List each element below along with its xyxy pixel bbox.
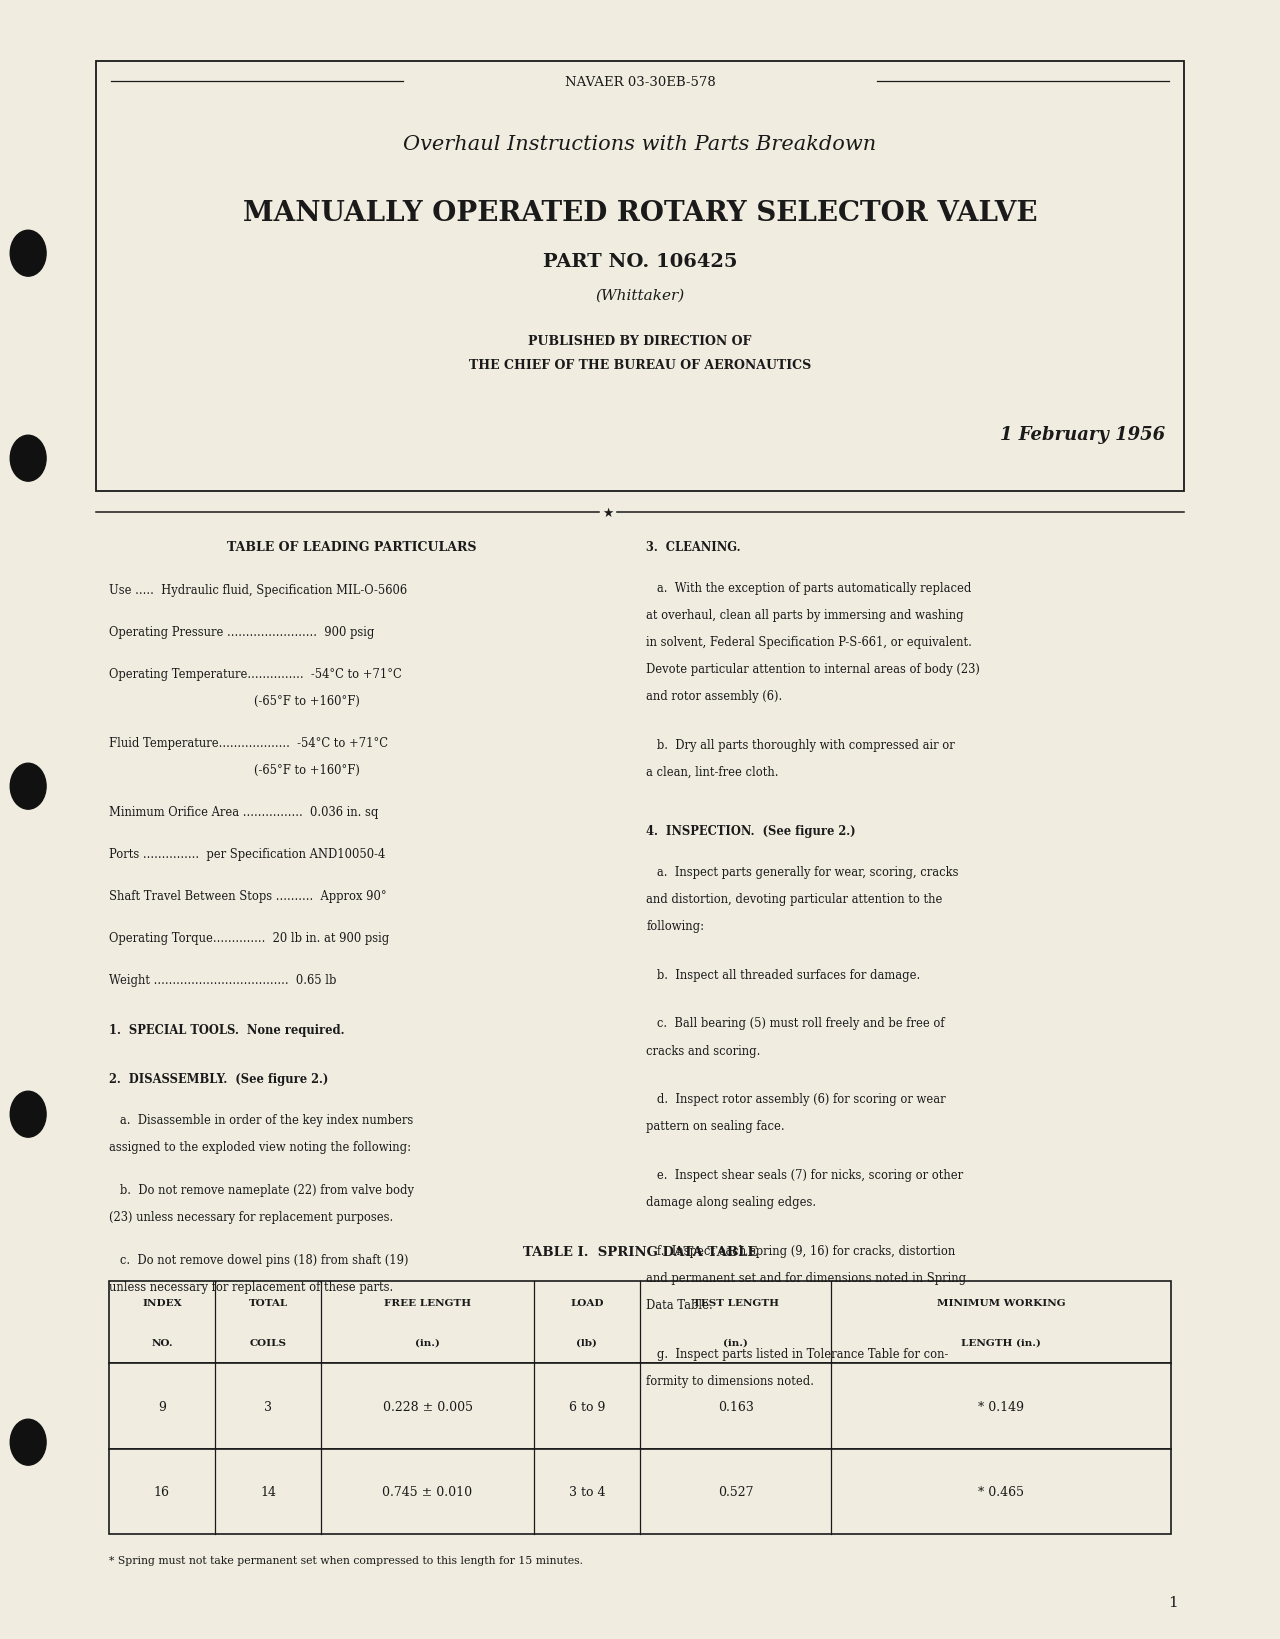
Text: 9: 9 xyxy=(157,1400,166,1413)
Text: 0.163: 0.163 xyxy=(718,1400,754,1413)
Text: 14: 14 xyxy=(260,1485,276,1498)
Text: * 0.149: * 0.149 xyxy=(978,1400,1024,1413)
Text: 1 February 1956: 1 February 1956 xyxy=(1000,426,1165,443)
Text: and permanent set and for dimensions noted in Spring: and permanent set and for dimensions not… xyxy=(646,1270,966,1283)
Text: (in.): (in.) xyxy=(723,1337,748,1347)
Text: following:: following: xyxy=(646,919,704,933)
Text: (lb): (lb) xyxy=(576,1337,598,1347)
Text: 6 to 9: 6 to 9 xyxy=(568,1400,605,1413)
Text: LENGTH (in.): LENGTH (in.) xyxy=(961,1337,1041,1347)
Bar xyxy=(109,1449,1171,1534)
Text: 0.527: 0.527 xyxy=(718,1485,754,1498)
Text: Use .....  Hydraulic fluid, Specification MIL-O-5606: Use ..... Hydraulic fluid, Specification… xyxy=(109,583,407,597)
Text: unless necessary for replacement of these parts.: unless necessary for replacement of thes… xyxy=(109,1280,393,1293)
Text: PUBLISHED BY DIRECTION OF: PUBLISHED BY DIRECTION OF xyxy=(529,334,751,347)
Text: Operating Pressure ........................  900 psig: Operating Pressure .....................… xyxy=(109,626,374,639)
Text: b.  Inspect all threaded surfaces for damage.: b. Inspect all threaded surfaces for dam… xyxy=(646,969,920,982)
Text: Minimum Orifice Area ................  0.036 in. sq: Minimum Orifice Area ................ 0.… xyxy=(109,806,378,820)
Circle shape xyxy=(10,231,46,277)
Text: (-65°F to +160°F): (-65°F to +160°F) xyxy=(109,764,360,777)
Bar xyxy=(109,1282,1171,1364)
Text: (Whittaker): (Whittaker) xyxy=(595,288,685,302)
Text: e.  Inspect shear seals (7) for nicks, scoring or other: e. Inspect shear seals (7) for nicks, sc… xyxy=(646,1169,964,1182)
Text: damage along sealing edges.: damage along sealing edges. xyxy=(646,1195,817,1208)
Text: MINIMUM WORKING: MINIMUM WORKING xyxy=(937,1298,1065,1308)
Text: f.  Inspect each spring (9, 16) for cracks, distortion: f. Inspect each spring (9, 16) for crack… xyxy=(646,1244,956,1257)
Text: ★: ★ xyxy=(603,506,613,520)
Text: Fluid Temperature...................  -54°C to +71°C: Fluid Temperature................... -54… xyxy=(109,738,388,751)
Text: TABLE OF LEADING PARTICULARS: TABLE OF LEADING PARTICULARS xyxy=(228,541,476,554)
Text: 1: 1 xyxy=(1167,1595,1178,1609)
Text: (in.): (in.) xyxy=(415,1337,440,1347)
Text: b.  Dry all parts thoroughly with compressed air or: b. Dry all parts thoroughly with compres… xyxy=(646,738,955,751)
Text: TEST LENGTH: TEST LENGTH xyxy=(692,1298,778,1308)
Text: Weight ....................................  0.65 lb: Weight .................................… xyxy=(109,974,337,987)
Text: 0.228 ± 0.005: 0.228 ± 0.005 xyxy=(383,1400,472,1413)
Text: at overhaul, clean all parts by immersing and washing: at overhaul, clean all parts by immersin… xyxy=(646,608,964,621)
Text: Operating Torque..............  20 lb in. at 900 psig: Operating Torque.............. 20 lb in.… xyxy=(109,931,389,944)
Text: Overhaul Instructions with Parts Breakdown: Overhaul Instructions with Parts Breakdo… xyxy=(403,134,877,154)
Text: Operating Temperature...............  -54°C to +71°C: Operating Temperature............... -54… xyxy=(109,669,402,680)
Text: PART NO. 106425: PART NO. 106425 xyxy=(543,254,737,270)
Circle shape xyxy=(10,764,46,810)
Text: in solvent, Federal Specification P-S-661, or equivalent.: in solvent, Federal Specification P-S-66… xyxy=(646,636,973,649)
Text: COILS: COILS xyxy=(250,1337,287,1347)
Text: FREE LENGTH: FREE LENGTH xyxy=(384,1298,471,1308)
Text: g.  Inspect parts listed in Tolerance Table for con-: g. Inspect parts listed in Tolerance Tab… xyxy=(646,1347,948,1360)
Text: pattern on sealing face.: pattern on sealing face. xyxy=(646,1119,785,1133)
Text: 1.  SPECIAL TOOLS.  None required.: 1. SPECIAL TOOLS. None required. xyxy=(109,1024,344,1036)
Bar xyxy=(109,1364,1171,1449)
Text: Devote particular attention to internal areas of body (23): Devote particular attention to internal … xyxy=(646,662,980,675)
Circle shape xyxy=(10,1419,46,1465)
Text: * Spring must not take permanent set when compressed to this length for 15 minut: * Spring must not take permanent set whe… xyxy=(109,1555,582,1565)
Text: and distortion, devoting particular attention to the: and distortion, devoting particular atte… xyxy=(646,892,943,905)
Text: d.  Inspect rotor assembly (6) for scoring or wear: d. Inspect rotor assembly (6) for scorin… xyxy=(646,1093,946,1106)
Text: 16: 16 xyxy=(154,1485,170,1498)
Text: (23) unless necessary for replacement purposes.: (23) unless necessary for replacement pu… xyxy=(109,1210,393,1223)
Circle shape xyxy=(10,1092,46,1137)
Text: cracks and scoring.: cracks and scoring. xyxy=(646,1044,760,1057)
Text: * 0.465: * 0.465 xyxy=(978,1485,1024,1498)
Text: 3: 3 xyxy=(264,1400,273,1413)
Text: Ports ...............  per Specification AND10050-4: Ports ............... per Specification … xyxy=(109,847,385,860)
Text: TOTAL: TOTAL xyxy=(248,1298,288,1308)
Text: c.  Do not remove dowel pins (18) from shaft (19): c. Do not remove dowel pins (18) from sh… xyxy=(109,1254,408,1267)
Text: LOAD: LOAD xyxy=(570,1298,604,1308)
Text: 2.  DISASSEMBLY.  (See figure 2.): 2. DISASSEMBLY. (See figure 2.) xyxy=(109,1072,328,1085)
Text: 0.745 ± 0.010: 0.745 ± 0.010 xyxy=(383,1485,472,1498)
Text: c.  Ball bearing (5) must roll freely and be free of: c. Ball bearing (5) must roll freely and… xyxy=(646,1016,945,1029)
Text: b.  Do not remove nameplate (22) from valve body: b. Do not remove nameplate (22) from val… xyxy=(109,1183,413,1196)
Text: Shaft Travel Between Stops ..........  Approx 90°: Shaft Travel Between Stops .......... Ap… xyxy=(109,890,387,903)
Text: MANUALLY OPERATED ROTARY SELECTOR VALVE: MANUALLY OPERATED ROTARY SELECTOR VALVE xyxy=(243,200,1037,226)
Text: NO.: NO. xyxy=(151,1337,173,1347)
Bar xyxy=(96,62,1184,492)
Text: and rotor assembly (6).: and rotor assembly (6). xyxy=(646,690,782,703)
Text: formity to dimensions noted.: formity to dimensions noted. xyxy=(646,1373,814,1387)
Text: THE CHIEF OF THE BUREAU OF AERONAUTICS: THE CHIEF OF THE BUREAU OF AERONAUTICS xyxy=(468,359,812,372)
Text: NAVAER 03-30EB-578: NAVAER 03-30EB-578 xyxy=(564,75,716,89)
Text: 4.  INSPECTION.  (See figure 2.): 4. INSPECTION. (See figure 2.) xyxy=(646,824,856,838)
Text: INDEX: INDEX xyxy=(142,1298,182,1308)
Text: a.  Disassemble in order of the key index numbers: a. Disassemble in order of the key index… xyxy=(109,1113,413,1126)
Text: a clean, lint-free cloth.: a clean, lint-free cloth. xyxy=(646,765,780,779)
Text: a.  With the exception of parts automatically replaced: a. With the exception of parts automatic… xyxy=(646,582,972,595)
Circle shape xyxy=(10,436,46,482)
Text: a.  Inspect parts generally for wear, scoring, cracks: a. Inspect parts generally for wear, sco… xyxy=(646,865,959,879)
Text: 3 to 4: 3 to 4 xyxy=(568,1485,605,1498)
Text: 3.  CLEANING.: 3. CLEANING. xyxy=(646,541,741,554)
Text: TABLE I.  SPRING DATA TABLE: TABLE I. SPRING DATA TABLE xyxy=(522,1246,758,1259)
Text: Data Table.: Data Table. xyxy=(646,1298,713,1311)
Text: (-65°F to +160°F): (-65°F to +160°F) xyxy=(109,695,360,708)
Text: assigned to the exploded view noting the following:: assigned to the exploded view noting the… xyxy=(109,1139,411,1152)
